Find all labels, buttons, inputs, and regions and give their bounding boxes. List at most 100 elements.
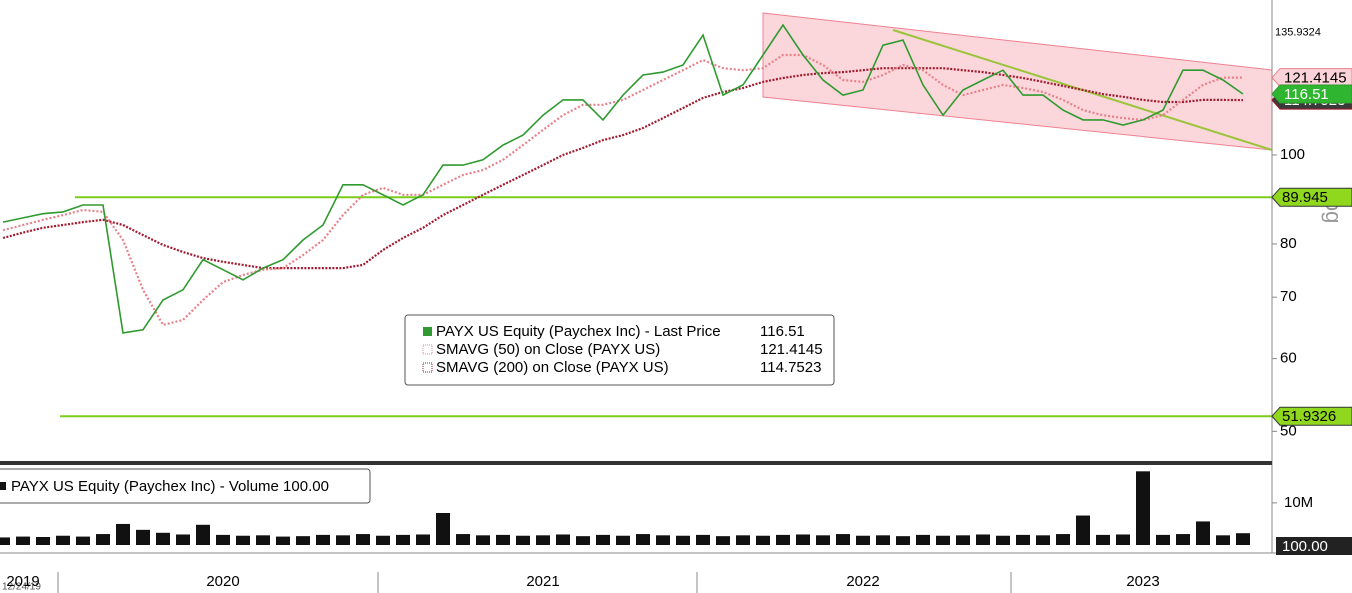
volume-bar xyxy=(596,534,610,545)
volume-bar xyxy=(1156,534,1170,545)
legend-swatch xyxy=(422,362,433,373)
volume-legend-label: PAYX US Equity (Paychex Inc) - Volume 10… xyxy=(11,478,329,495)
volume-bar xyxy=(0,537,10,545)
level-label: 89.945 xyxy=(1282,189,1328,206)
x-tick-label: 2023 xyxy=(1126,573,1159,590)
marker-label: 135.9324 xyxy=(1275,26,1321,38)
volume-bar xyxy=(1176,534,1190,545)
volume-legend: PAYX US Equity (Paychex Inc) - Volume 10… xyxy=(0,468,371,504)
last-value-tag xyxy=(1271,84,1352,104)
volume-bar xyxy=(416,534,430,545)
last-value-tag xyxy=(1271,68,1352,88)
legend-swatch xyxy=(423,327,432,336)
level-tag xyxy=(1271,187,1352,207)
volume-bar xyxy=(516,535,530,545)
last-value-label: 116.51 xyxy=(1284,86,1329,103)
volume-bar xyxy=(396,534,410,545)
volume-bar xyxy=(1236,533,1250,545)
y-tick-label: 100 xyxy=(1280,146,1305,163)
legend-label: SMAVG (50) on Close (PAYX US) xyxy=(436,341,660,358)
level-tag xyxy=(1271,406,1352,426)
volume-bar xyxy=(1076,515,1090,545)
volume-bar xyxy=(876,535,890,545)
x-tick-label: 2019 xyxy=(6,573,39,590)
volume-bar xyxy=(1056,534,1070,545)
y-tick-label: 60 xyxy=(1280,350,1297,367)
volume-bar xyxy=(16,536,30,545)
volume-bar xyxy=(456,534,470,545)
volume-bar xyxy=(96,534,110,545)
volume-last-tag xyxy=(1276,537,1352,555)
volume-bar xyxy=(856,535,870,545)
volume-bar xyxy=(1116,534,1130,545)
series-line xyxy=(2,67,1244,270)
volume-bar xyxy=(796,534,810,545)
volume-bar xyxy=(216,534,230,545)
legend-value: 116.51 xyxy=(760,323,805,340)
start-date: 12/24/19 xyxy=(2,582,41,593)
volume-bar xyxy=(176,534,190,545)
volume-bar xyxy=(556,534,570,545)
year-separators xyxy=(57,572,1012,593)
volume-bar xyxy=(1196,521,1210,545)
legend-label: PAYX US Equity (Paychex Inc) - Last Pric… xyxy=(436,323,721,340)
volume-last-label: 100.00 xyxy=(1282,538,1328,555)
panel-divider xyxy=(0,461,1272,465)
volume-bar xyxy=(256,535,270,545)
volume-bar xyxy=(476,535,490,545)
y-tick-label: 80 xyxy=(1280,235,1297,252)
volume-bar xyxy=(1136,471,1150,545)
level-label: 51.9326 xyxy=(1282,408,1336,425)
volume-bar xyxy=(136,529,150,545)
volume-bar xyxy=(956,535,970,545)
volume-bar xyxy=(196,524,210,545)
volume-bar xyxy=(916,534,930,545)
y-tick-label: 70 xyxy=(1280,288,1297,305)
volume-bar xyxy=(296,536,310,545)
volume-bar xyxy=(236,535,250,545)
x-tick-label: 2021 xyxy=(526,573,559,590)
volume-bar xyxy=(156,532,170,545)
volume-bar xyxy=(736,535,750,545)
volume-bar xyxy=(496,534,510,545)
volume-bar xyxy=(616,535,630,545)
volume-bar xyxy=(936,535,950,545)
volume-bar xyxy=(36,537,50,545)
volume-bar xyxy=(756,535,770,545)
volume-bar xyxy=(116,523,130,545)
volume-bar xyxy=(56,535,70,545)
volume-bar xyxy=(316,534,330,545)
volume-bar xyxy=(76,536,90,545)
volume-bar xyxy=(536,535,550,545)
volume-bar xyxy=(1216,535,1230,545)
legend-swatch xyxy=(422,344,433,355)
volume-bar xyxy=(676,535,690,545)
volume-bar xyxy=(376,535,390,545)
volume-bar xyxy=(896,536,910,545)
legend-value: 121.4145 xyxy=(760,341,823,358)
legend-label: SMAVG (200) on Close (PAYX US) xyxy=(436,359,669,376)
volume-bar xyxy=(976,534,990,545)
series-line xyxy=(2,53,1243,327)
volume-bar xyxy=(1016,534,1030,545)
volume-bar xyxy=(656,535,670,545)
legend-box xyxy=(404,314,835,386)
x-tick-label: 2022 xyxy=(846,573,879,590)
volume-bar xyxy=(576,536,590,545)
volume-bar xyxy=(696,534,710,545)
x-tick-label: 2020 xyxy=(206,573,239,590)
volume-bar xyxy=(1096,534,1110,545)
volume-bar xyxy=(356,534,370,545)
series-line xyxy=(2,23,1244,334)
volume-bar xyxy=(816,535,830,545)
y-tick-label: 50 xyxy=(1280,422,1297,439)
volume-bar xyxy=(436,513,450,545)
y-tick-label: 10M xyxy=(1284,494,1313,511)
volume-bar xyxy=(836,534,850,545)
volume-legend-box xyxy=(0,468,371,504)
legend-swatch xyxy=(0,482,6,490)
volume-bar xyxy=(996,535,1010,545)
volume-bar xyxy=(1036,535,1050,545)
volume-bar xyxy=(636,534,650,545)
